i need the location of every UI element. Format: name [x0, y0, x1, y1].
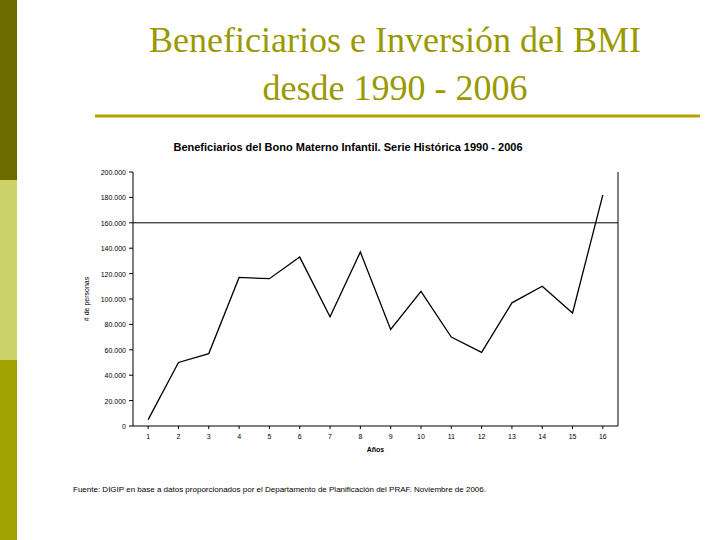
- y-tick-label: 40.000: [105, 372, 127, 379]
- side-bar: [0, 360, 17, 540]
- y-tick: [129, 172, 133, 173]
- x-tick-label: 8: [358, 433, 362, 440]
- y-tick-label: 0: [122, 423, 126, 430]
- x-tick-label: 13: [508, 433, 516, 440]
- x-tick: [451, 426, 452, 429]
- x-tick: [511, 426, 512, 429]
- y-tick: [129, 222, 133, 223]
- y-tick: [129, 197, 133, 198]
- slide-title: Beneficiarios e Inversión del BMI desde 1…: [149, 20, 641, 108]
- y-tick-label: 120.000: [101, 271, 126, 278]
- y-tick-label: 60.000: [105, 347, 127, 354]
- y-tick-label: 80.000: [105, 321, 127, 328]
- y-tick: [129, 400, 133, 401]
- chart-title: Beneficiarios del Bono Materno Infantil.…: [173, 141, 522, 153]
- y-tick: [129, 375, 133, 376]
- x-tick-label: 10: [417, 433, 425, 440]
- source-note: Fuente: DIGIP en base a datos proporcion…: [73, 485, 486, 494]
- x-tick-label: 14: [538, 433, 546, 440]
- slide-title-line: Beneficiarios e Inversión del BMI: [149, 20, 641, 60]
- x-tick: [542, 426, 543, 429]
- x-tick: [481, 426, 482, 429]
- x-tick-label: 9: [389, 433, 393, 440]
- x-tick-label: 11: [448, 433, 455, 440]
- x-tick: [178, 426, 179, 429]
- y-tick-label: 100.000: [101, 296, 126, 303]
- y-tick: [129, 299, 133, 300]
- x-axis: [133, 426, 618, 427]
- y-tick: [129, 273, 133, 274]
- x-tick: [390, 426, 391, 429]
- x-tick-label: 2: [177, 433, 181, 440]
- x-tick-label: 16: [599, 433, 607, 440]
- y-tick: [129, 248, 133, 249]
- x-tick: [360, 426, 361, 429]
- x-tick-label: 7: [328, 433, 332, 440]
- x-axis-label: Años: [367, 446, 385, 453]
- y-tick-label: 160.000: [101, 220, 126, 227]
- plot-frame: [618, 172, 619, 426]
- x-tick: [330, 426, 331, 429]
- x-tick: [148, 426, 149, 429]
- title-rule: [95, 115, 700, 118]
- x-tick-label: 3: [207, 433, 211, 440]
- y-tick-label: 20.000: [105, 398, 127, 405]
- y-tick-label: 180.000: [101, 194, 126, 201]
- x-tick-label: 5: [267, 433, 271, 440]
- slide-title-line: desde 1990 - 2006: [263, 68, 528, 108]
- x-tick: [299, 426, 300, 429]
- x-tick: [602, 426, 603, 429]
- side-bar: [0, 180, 17, 360]
- y-tick: [129, 324, 133, 325]
- series-line: [148, 195, 603, 420]
- x-tick: [239, 426, 240, 429]
- y-axis-label: # de personas: [83, 276, 91, 321]
- x-tick: [572, 426, 573, 429]
- side-bar: [0, 0, 17, 180]
- y-tick-label: 200.000: [101, 169, 126, 176]
- x-tick-label: 4: [237, 433, 241, 440]
- y-tick-label: 140.000: [101, 245, 126, 252]
- y-tick: [129, 426, 133, 427]
- x-tick: [269, 426, 270, 429]
- x-tick-label: 1: [146, 433, 150, 440]
- x-tick: [208, 426, 209, 429]
- x-tick-label: 12: [478, 433, 486, 440]
- y-tick: [129, 349, 133, 350]
- x-tick-label: 15: [569, 433, 577, 440]
- x-tick: [420, 426, 421, 429]
- plot-area: [133, 195, 618, 420]
- slide: Beneficiarios e Inversión del BMI desde 1…: [0, 0, 720, 540]
- x-tick-label: 6: [298, 433, 302, 440]
- reference-line: [133, 222, 618, 223]
